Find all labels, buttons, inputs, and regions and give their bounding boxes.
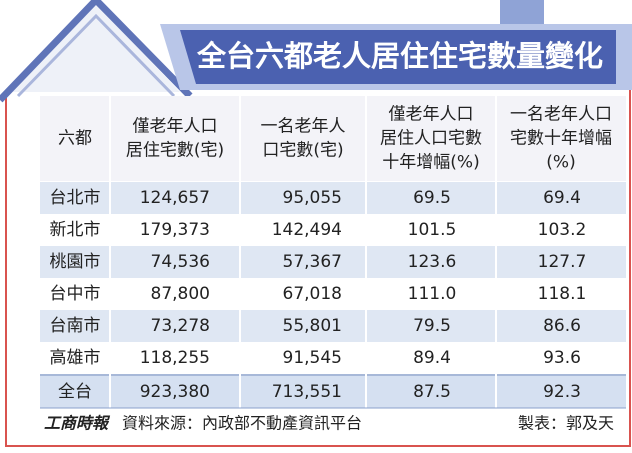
header-cell: (%) bbox=[546, 153, 575, 173]
row-bg bbox=[40, 246, 626, 278]
cell: 74,536 bbox=[151, 252, 210, 272]
cell: 118,255 bbox=[140, 348, 210, 368]
header-bg bbox=[40, 96, 626, 181]
row-bg bbox=[40, 310, 626, 342]
cell: 全台 bbox=[58, 382, 92, 402]
row-bg bbox=[40, 278, 626, 310]
cell: 179,373 bbox=[140, 220, 210, 240]
cell: 101.5 bbox=[408, 220, 457, 240]
cell: 91,545 bbox=[283, 348, 342, 368]
cell: 118.1 bbox=[538, 284, 587, 304]
cell: 923,380 bbox=[140, 382, 210, 402]
cell: 台南市 bbox=[50, 316, 101, 336]
cell: 台中市 bbox=[50, 284, 101, 304]
row-bg bbox=[40, 182, 626, 214]
header-cell: 十年增幅(%) bbox=[382, 153, 479, 173]
header-cell: 居住宅數(宅) bbox=[126, 141, 224, 161]
title: 全台六都老人居住住宅數量變化 bbox=[196, 39, 603, 73]
cell: 67,018 bbox=[283, 284, 342, 304]
cell: 103.2 bbox=[538, 220, 587, 240]
header-cell: 僅老年人口 bbox=[389, 105, 474, 125]
cell: 57,367 bbox=[283, 252, 342, 272]
row-bg bbox=[40, 342, 626, 374]
roof bbox=[0, 0, 193, 103]
cell: 92.3 bbox=[543, 382, 581, 402]
cell: 86.6 bbox=[543, 316, 581, 336]
row-bg bbox=[40, 214, 626, 246]
cell: 桃園市 bbox=[50, 252, 101, 272]
cell: 69.4 bbox=[543, 188, 581, 208]
credit: 製表：郭及天 bbox=[518, 414, 614, 433]
source: 資料來源：內政部不動產資訊平台 bbox=[122, 414, 362, 433]
cell: 93.6 bbox=[543, 348, 581, 368]
row-bg bbox=[40, 376, 626, 408]
header-cell: 六都 bbox=[58, 129, 92, 149]
header-cell: 一名老年人口 bbox=[510, 105, 612, 125]
cell: 新北市 bbox=[50, 220, 101, 240]
cell: 127.7 bbox=[538, 252, 587, 272]
header-cell: 宅數十年增幅 bbox=[510, 129, 612, 149]
frame bbox=[5, 62, 631, 447]
cell: 87,800 bbox=[151, 284, 210, 304]
cell: 142,494 bbox=[272, 220, 342, 240]
header-cell: 口宅數(宅) bbox=[262, 141, 343, 161]
roof-inner bbox=[16, 13, 176, 98]
header-cell: 僅老年人口 bbox=[133, 117, 218, 137]
header-cell: 居住人口宅數 bbox=[380, 129, 482, 149]
cell: 55,801 bbox=[283, 316, 342, 336]
cell: 73,278 bbox=[151, 316, 210, 336]
roof-fill bbox=[12, 4, 180, 92]
cell: 87.5 bbox=[413, 382, 451, 402]
logo: 工商時報 bbox=[44, 414, 111, 433]
cell: 89.4 bbox=[413, 348, 451, 368]
cell: 台北市 bbox=[50, 188, 101, 208]
cell: 124,657 bbox=[140, 188, 210, 208]
banner bbox=[180, 30, 616, 84]
cell: 111.0 bbox=[408, 284, 457, 304]
cell: 高雄市 bbox=[50, 348, 101, 368]
header-cell: 一名老年人 bbox=[261, 117, 346, 137]
cell: 123.6 bbox=[408, 252, 457, 272]
cell: 713,551 bbox=[272, 382, 342, 402]
cell: 79.5 bbox=[413, 316, 451, 336]
cell: 95,055 bbox=[283, 188, 342, 208]
cell: 69.5 bbox=[413, 188, 451, 208]
